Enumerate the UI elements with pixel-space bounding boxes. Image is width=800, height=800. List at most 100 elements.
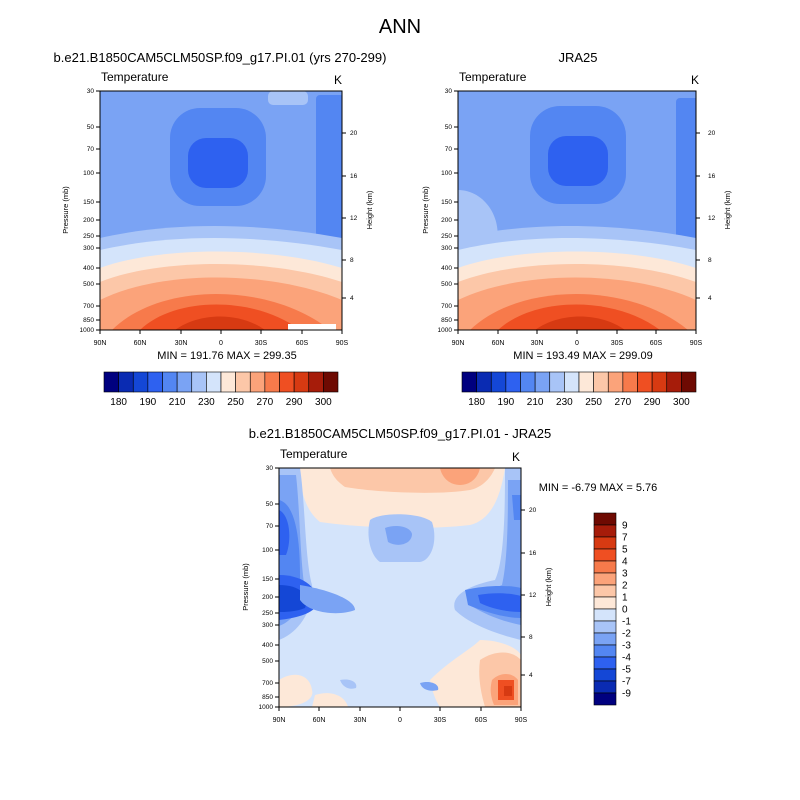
panel-obs-ytick: 70: [445, 146, 453, 153]
figure-title: ANN: [379, 16, 421, 38]
panel-diff-colorbar-label: 3: [622, 569, 628, 580]
panel-model-colorbar-label: 270: [257, 397, 274, 408]
panel-diff-colorbar-box: [593, 572, 617, 586]
panel-diff-y2tick: 12: [529, 592, 537, 599]
panel-model-ytick: 30: [87, 88, 95, 95]
panel-model-xtick: 60S: [296, 340, 309, 347]
panel-model-ylabel: Pressure (mb): [61, 186, 70, 234]
panel-obs-colorbar-box: [461, 371, 477, 393]
panel-diff-xtick: 0: [398, 717, 402, 724]
panel-model-xtick: 60N: [134, 340, 147, 347]
panel-obs-colorbar-box: [520, 371, 536, 393]
panel-obs-y2tick: 20: [708, 130, 716, 137]
panel-diff-colorbar-label: -4: [622, 653, 631, 664]
panel-diff-minmax: MIN = -6.79 MAX = 5.76: [539, 482, 658, 494]
panel-diff-xtick: 90N: [273, 717, 286, 724]
panel-diff-colorbar-box: [593, 680, 617, 694]
panel-obs-colorbar-label: 190: [498, 397, 515, 408]
panel-obs-ytick: 100: [441, 170, 452, 177]
panel-obs-colorbar-label: 270: [615, 397, 632, 408]
panel-obs-colorbar-box: [622, 371, 638, 393]
panel-model-colorbar-box: [147, 371, 163, 393]
panel-obs-colorbar-box: [578, 371, 594, 393]
panel-obs-ytick: 200: [441, 217, 452, 224]
panel-diff-colorbar-box: [593, 620, 617, 634]
panel-obs-axes: 30 50 70 100 150 200 250 300 400 500 700…: [421, 88, 732, 347]
panel-diff-colorbar-label: 7: [622, 533, 628, 544]
panel-model-y2tick: 8: [350, 257, 354, 264]
panel-diff-y2label: Height (km): [544, 567, 553, 606]
panel-obs-ytick: 300: [441, 245, 452, 252]
panel-model-y2label: Height (km): [365, 190, 374, 229]
panel-diff-colorbar-box: [593, 560, 617, 574]
panel-obs-left-label: Temperature: [459, 70, 527, 84]
panel-obs-colorbar-label: 300: [673, 397, 690, 408]
panel-model-colorbar-label: 180: [110, 397, 127, 408]
panel-model-ytick: 500: [83, 281, 94, 288]
panel-model-y2tick: 20: [350, 130, 358, 137]
panel-diff-xtick: 60S: [475, 717, 488, 724]
panel-model-title: b.e21.B1850CAM5CLM50SP.f09_g17.PI.01 (yr…: [54, 50, 387, 65]
panel-diff: b.e21.B1850CAM5CLM50SP.f09_g17.PI.01 - J…: [241, 426, 657, 724]
panel-obs-ytick: 1000: [438, 327, 453, 334]
panel-model-colorbar-box: [162, 371, 178, 393]
panel-diff-y2tick: 20: [529, 507, 537, 514]
panel-diff-xtick: 30S: [434, 717, 447, 724]
panel-model-colorbar-box: [249, 371, 266, 393]
panel-model-colorbar-box: [176, 371, 193, 393]
panel-diff-contours: [279, 468, 521, 707]
panel-diff-left-label: Temperature: [280, 447, 348, 461]
panel-obs: JRA25 Temperature K 30 50 70 100 150 200: [421, 50, 732, 408]
panel-diff-colorbar-box: [593, 668, 617, 682]
panel-diff-y2tick: 4: [529, 672, 533, 679]
panel-obs-xtick: 30N: [531, 340, 544, 347]
panel-obs-ytick: 400: [441, 265, 452, 272]
panel-model-ytick: 70: [87, 146, 95, 153]
panel-diff-colorbar-label: 0: [622, 605, 628, 616]
panel-obs-colorbar-box: [593, 371, 609, 393]
panel-obs-title: JRA25: [558, 50, 597, 65]
panel-diff-ytick: 1000: [259, 704, 274, 711]
panel-diff-colorbar-box: [593, 512, 617, 526]
panel-obs-y2label: Height (km): [723, 190, 732, 229]
panel-model-ytick: 250: [83, 233, 94, 240]
panel-diff-colorbar-label: -5: [622, 665, 631, 676]
panel-model-ytick: 50: [87, 124, 95, 131]
panel-model-colorbar-box: [308, 371, 324, 393]
panel-model-ytick: 100: [83, 170, 94, 177]
panel-diff-ytick: 70: [266, 523, 274, 530]
panel-model-ytick: 200: [83, 217, 94, 224]
panel-model-colorbar-box: [132, 371, 149, 393]
panel-diff-colorbar-box: [593, 656, 617, 670]
panel-model-colorbar-box: [191, 371, 207, 393]
panel-obs-y2tick: 12: [708, 215, 716, 222]
panel-obs-colorbar-label: 180: [468, 397, 485, 408]
panel-obs-colorbar: 180 190 210 230 250 270 290 300: [461, 371, 697, 408]
panel-obs-ytick: 850: [441, 317, 452, 324]
panel-obs-ytick: 50: [445, 124, 453, 131]
panel-model-colorbar-box: [323, 371, 339, 393]
panel-obs-colorbar-box: [549, 371, 565, 393]
panel-obs-colorbar-label: 210: [527, 397, 544, 408]
panel-model: b.e21.B1850CAM5CLM50SP.f09_g17.PI.01 (yr…: [54, 50, 387, 408]
panel-diff-ytick: 700: [262, 680, 273, 687]
panel-obs-y2tick: 8: [708, 257, 712, 264]
panel-obs-colorbar-label: 230: [556, 397, 573, 408]
panel-obs-colorbar-box: [564, 371, 580, 393]
panel-diff-xtick: 60N: [313, 717, 326, 724]
panel-diff-colorbar-label: 1: [622, 593, 628, 604]
panel-obs-ytick: 700: [441, 303, 452, 310]
panel-obs-ytick: 250: [441, 233, 452, 240]
panel-obs-xtick: 60S: [650, 340, 663, 347]
panel-obs-xtick: 60N: [492, 340, 505, 347]
panel-obs-colorbar-box: [505, 371, 521, 393]
panel-obs-colorbar-box: [637, 371, 653, 393]
panel-diff-units-label: K: [512, 450, 520, 464]
panel-model-contours: [100, 91, 342, 330]
panel-model-ytick: 850: [83, 317, 94, 324]
panel-diff-colorbar-box: [593, 584, 617, 598]
panel-diff-colorbar-label: -1: [622, 617, 631, 628]
panel-diff-ytick: 30: [266, 465, 274, 472]
